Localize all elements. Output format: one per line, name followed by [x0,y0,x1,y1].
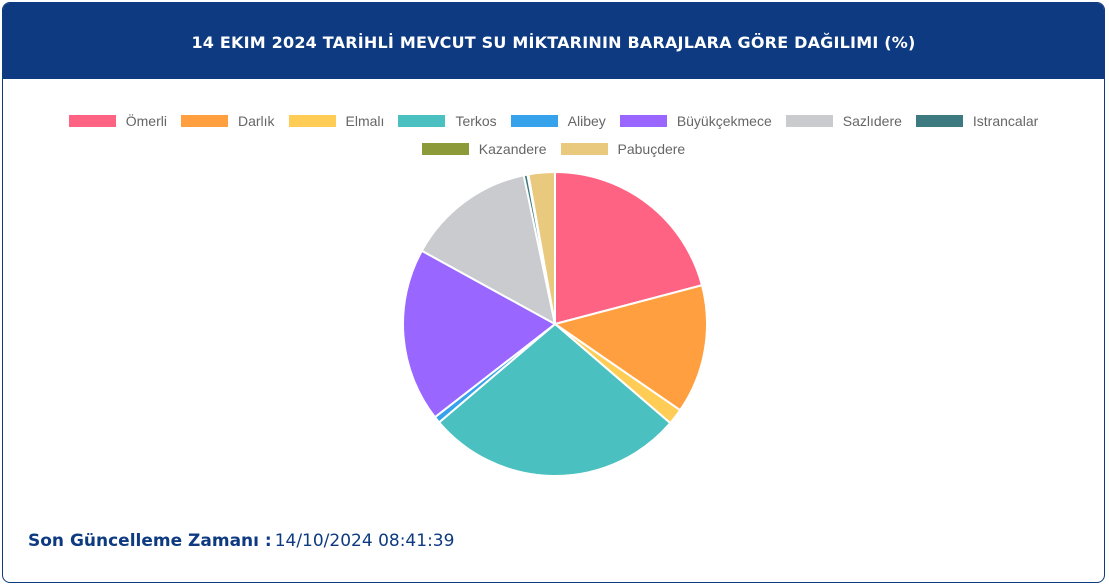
legend-item[interactable]: Ömerli [68,111,167,131]
legend-item[interactable]: Istrancalar [915,111,1039,131]
legend-label: Büyükçekmece [676,113,772,129]
legend-item[interactable]: Alibey [510,111,606,131]
last-updated-label: Son Güncelleme Zamanı : [28,531,272,551]
legend-swatch [785,115,833,127]
pie-slice[interactable] [554,170,704,326]
chart-legend: Ömerli Darlık Elmalı Terkos Alibey Büyükçekme… [3,111,1104,159]
legend-item[interactable]: Elmalı [288,111,385,131]
legend-label: Kazandere [478,141,547,157]
legend-item[interactable]: Pabuçdere [560,139,686,159]
legend-swatch [915,115,963,127]
legend-label: Pabuçdere [617,141,686,157]
legend-item[interactable]: Darlık [180,111,275,131]
pie-chart [402,170,708,477]
pie-slice[interactable] [402,249,557,419]
legend-label: Alibey [567,113,606,129]
legend-label: Sazlıdere [842,113,902,129]
legend-swatch [68,115,116,127]
legend-label: Istrancalar [972,113,1039,129]
legend-label: Ömerli [125,113,167,129]
legend-swatch [510,115,558,127]
chart-title: 14 EKIM 2024 TARİHLİ MEVCUT SU MİKTARINI… [191,32,916,52]
legend-swatch [398,115,446,127]
legend-swatch [180,115,228,127]
legend-label: Darlık [237,113,275,129]
legend-swatch [421,143,469,155]
legend-item[interactable]: Büyükçekmece [619,111,772,131]
legend-label: Elmalı [345,113,385,129]
legend-swatch [288,115,336,127]
pie-slice[interactable] [420,174,557,326]
legend-item[interactable]: Sazlıdere [785,111,902,131]
pie-slice[interactable] [437,322,672,477]
card-header: 14 EKIM 2024 TARİHLİ MEVCUT SU MİKTARINI… [3,3,1104,79]
last-updated-value: 14/10/2024 08:41:39 [274,531,455,551]
legend-item[interactable]: Kazandere [421,139,547,159]
pie-slice[interactable] [552,284,708,412]
last-updated: Son Güncelleme Zamanı :14/10/2024 08:41:… [28,531,454,551]
legend-swatch [560,143,608,155]
legend-label: Terkos [455,113,497,129]
legend-item[interactable]: Terkos [398,111,497,131]
legend-swatch [619,115,667,127]
pie-slice[interactable] [527,170,556,325]
